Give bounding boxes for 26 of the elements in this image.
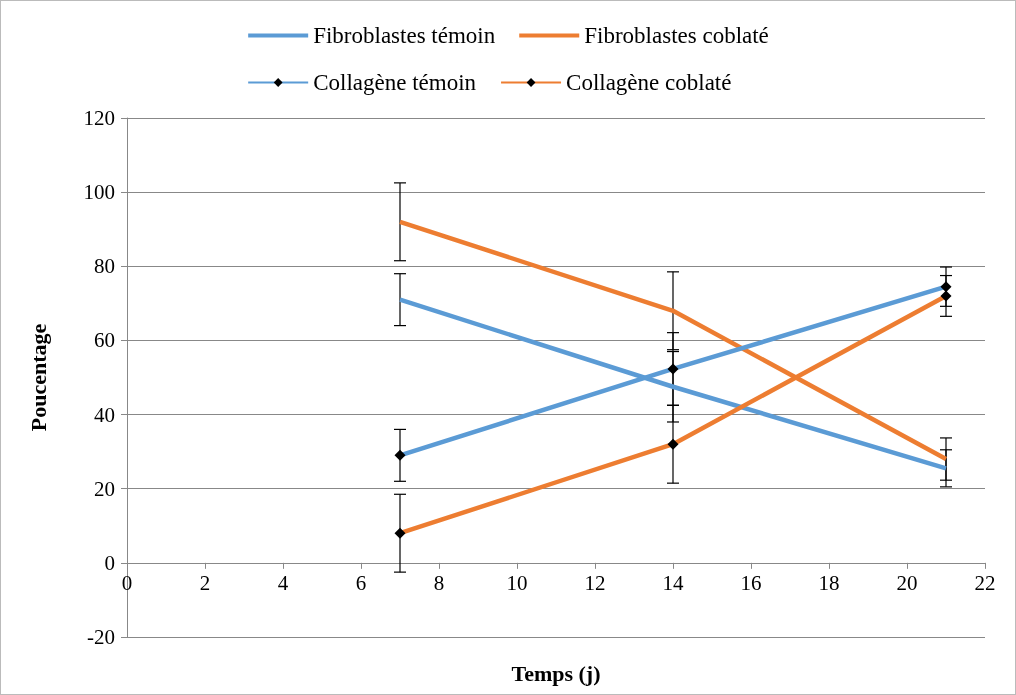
x-axis-title: Temps (j) (511, 661, 601, 687)
x-tick-label: 22 (974, 571, 996, 596)
x-tick-label: 18 (818, 571, 840, 596)
x-tick-label: 14 (662, 571, 684, 596)
x-tick-label: 8 (433, 571, 445, 596)
x-tick-label: 12 (584, 571, 606, 596)
y-tick-label: 60 (94, 328, 115, 353)
legend-label: Fibroblastes coblaté (584, 23, 769, 48)
legend-label: Collagène témoin (313, 70, 477, 95)
legend-label: Fibroblastes témoin (313, 23, 496, 48)
x-tick-label: 6 (355, 571, 367, 596)
x-tick-label: 10 (506, 571, 528, 596)
x-tick-label: 2 (199, 571, 211, 596)
y-tick-label: 40 (94, 402, 115, 427)
y-tick-label: 20 (94, 476, 115, 501)
x-tick-label: 16 (740, 571, 762, 596)
x-tick-label: 20 (896, 571, 918, 596)
y-tick-label: 120 (83, 106, 115, 130)
x-tick-label: 0 (121, 571, 133, 596)
y-tick-label: 0 (104, 550, 115, 575)
y-tick-label: 100 (83, 180, 115, 205)
y-tick-label: -20 (87, 625, 115, 649)
x-tick-label: 4 (277, 571, 289, 596)
legend-label: Collagène coblaté (566, 70, 732, 95)
y-axis-title: Poucentage (25, 323, 51, 432)
y-tick-label: 80 (94, 254, 115, 279)
